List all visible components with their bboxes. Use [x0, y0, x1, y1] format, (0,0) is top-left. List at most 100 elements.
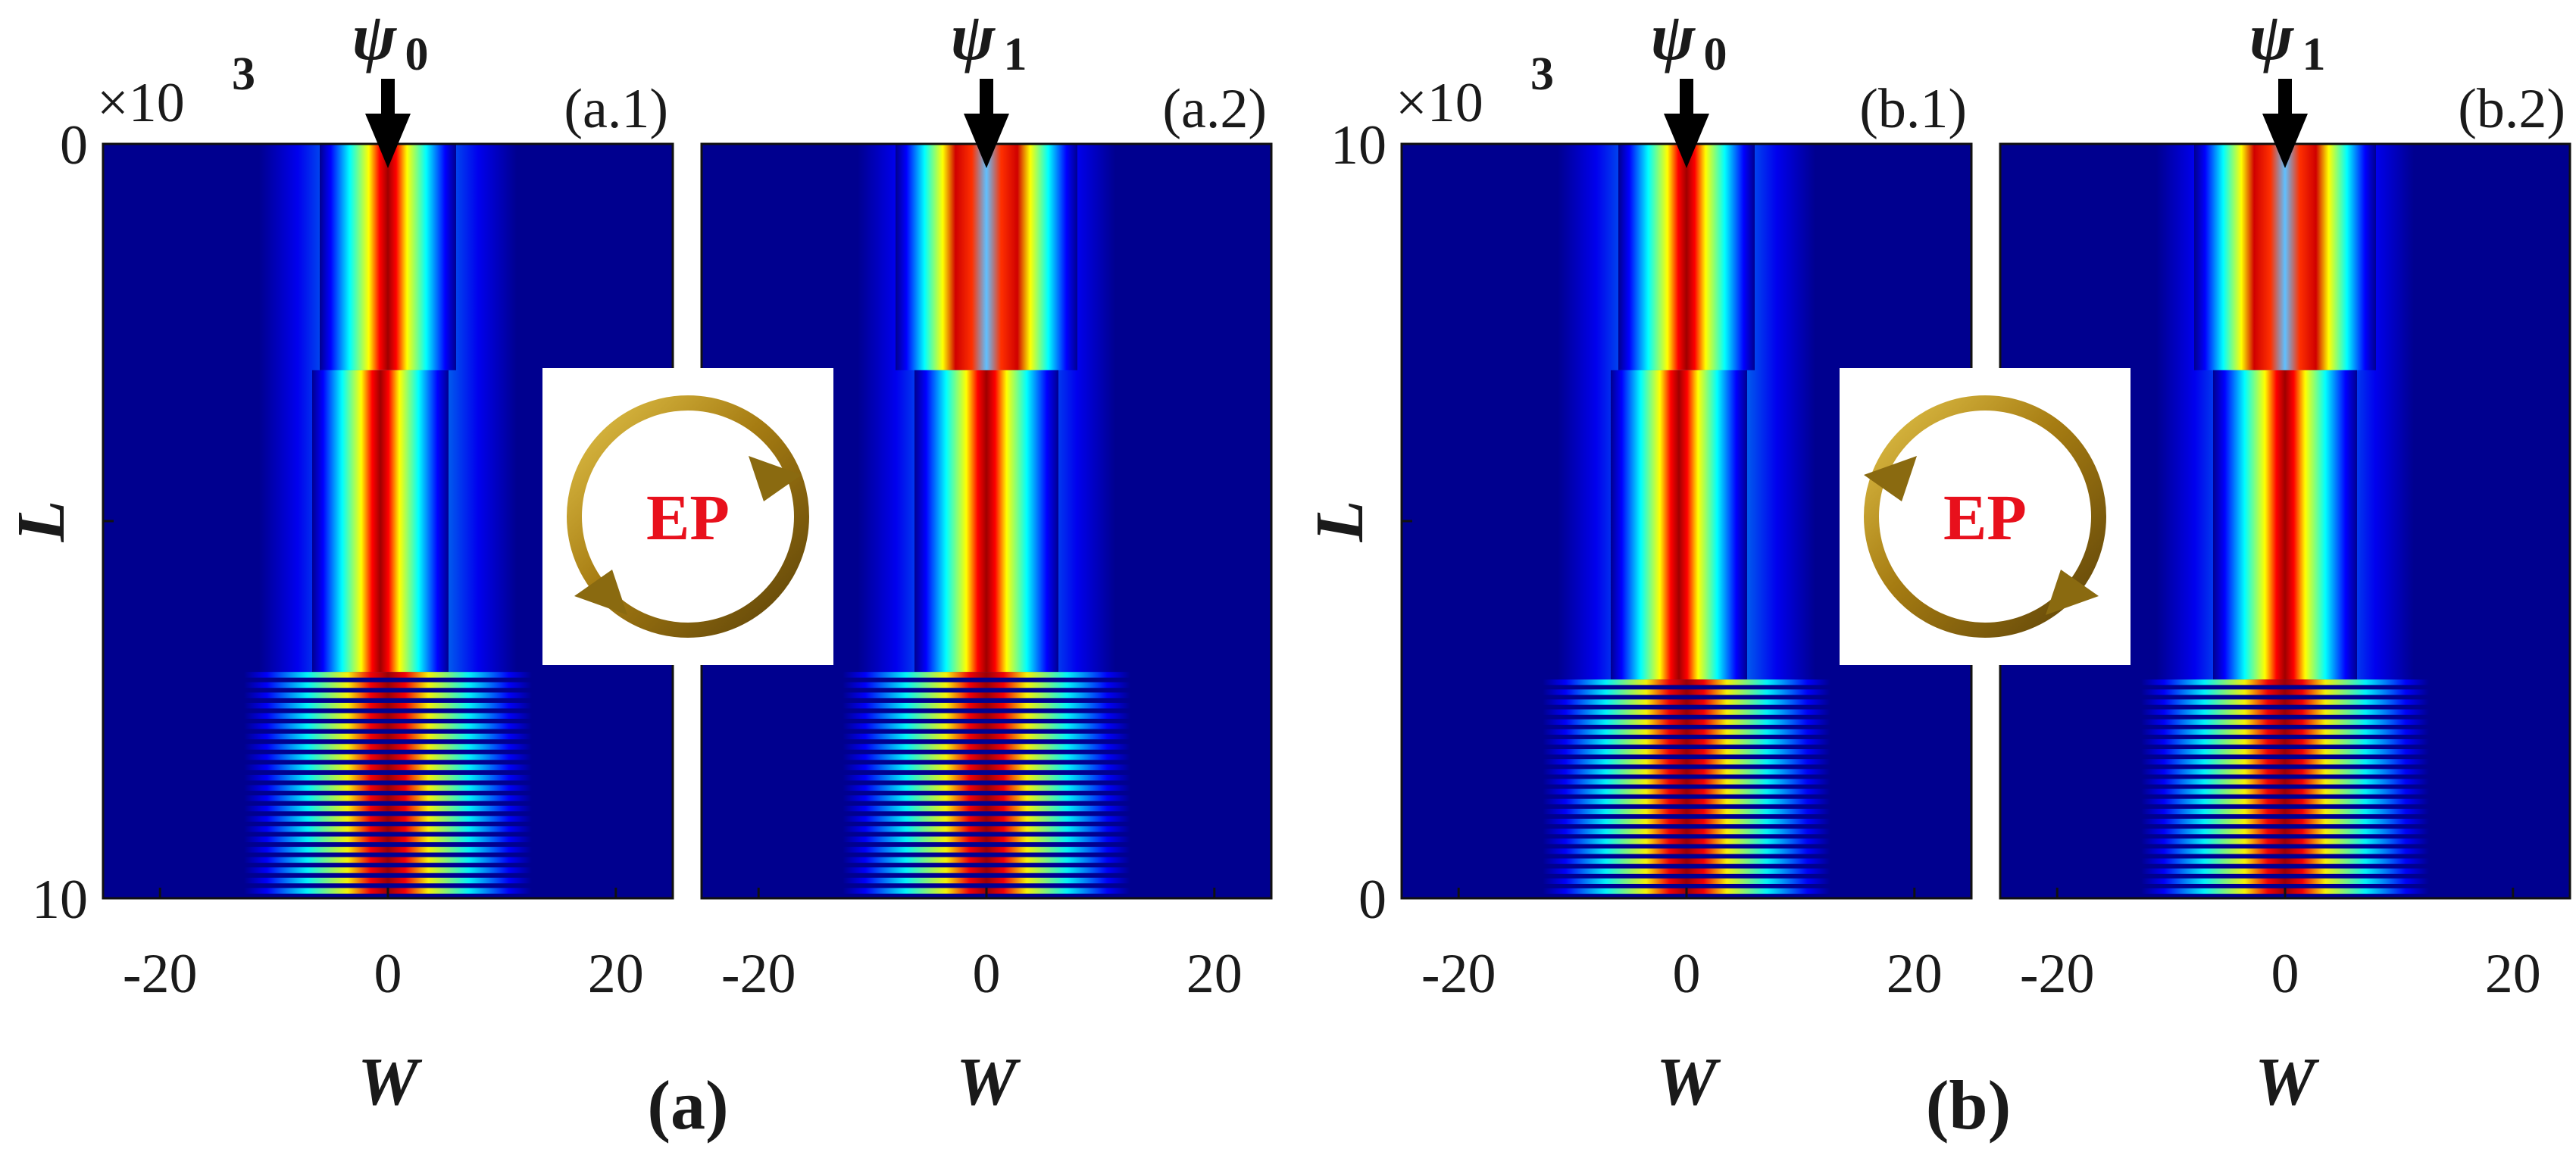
fringe-stripe	[244, 775, 532, 781]
mode-profile-psi1	[2194, 144, 2376, 370]
fringe-stripe	[2141, 808, 2429, 815]
fringe-stripe	[1543, 818, 1830, 825]
ep-inset-box	[542, 368, 833, 665]
input-mode-label: ψ	[1651, 1, 1696, 74]
fringe-stripe	[2141, 749, 2429, 755]
fringe-stripe	[244, 805, 532, 812]
fringe-stripe	[1543, 829, 1830, 835]
mode-profile-shifted	[312, 370, 449, 673]
input-mode-subscript: 0	[405, 29, 429, 80]
fringe-stripe	[2141, 858, 2429, 864]
y-axis-group-a: 0 10 ×10 3 L (a) EP	[4, 48, 833, 1144]
fringe-stripe	[843, 847, 1130, 853]
y-tick-label-top: 0	[60, 114, 88, 176]
fringe-stripe	[843, 775, 1130, 781]
fringe-stripe	[1543, 699, 1830, 705]
fringe-stripe	[843, 805, 1130, 812]
fringe-stripe	[843, 795, 1130, 801]
fringe-stripe	[1543, 729, 1830, 735]
x-tick-label: 0	[973, 943, 1001, 1005]
fringe-stripe	[843, 764, 1130, 770]
loop-arrow-icon	[1864, 456, 1917, 501]
ep-inset: EP	[1840, 368, 2131, 665]
fringe-stripe	[843, 857, 1130, 863]
input-mode-subscript: 1	[1004, 29, 1027, 80]
fringe-stripe	[2141, 709, 2429, 715]
x-tick-label: 0	[2271, 943, 2299, 1005]
fringe-stripe	[244, 702, 532, 709]
fringe-stripe	[843, 713, 1130, 719]
x-tick-label: 0	[1673, 943, 1701, 1005]
fringe-stripe	[843, 702, 1130, 709]
fringe-stripe	[843, 877, 1130, 884]
fringe-stripe	[2141, 878, 2429, 884]
fringe-stripe	[244, 682, 532, 688]
input-arrow-shaft	[2278, 79, 2292, 118]
fringe-stripe	[1543, 808, 1830, 815]
fringe-stripe	[1543, 858, 1830, 864]
fringe-stripe	[843, 867, 1130, 873]
heatmap-panel-b1: -20 0 20(b.1)ψ 0W	[1400, 1, 1973, 1119]
fringe-stripe	[244, 785, 532, 791]
x-tick-label: 20	[1887, 943, 1943, 1005]
y-axis-label: L	[1302, 501, 1377, 543]
panel-label: (a.1)	[564, 78, 668, 140]
y-tick-label-bottom: 10	[32, 869, 88, 931]
fringe-stripe	[244, 867, 532, 873]
ep-inset: EP	[542, 368, 833, 665]
mode-profile-merged	[2213, 370, 2357, 680]
fringe-stripe	[244, 723, 532, 729]
input-mode-subscript: 0	[1704, 29, 1727, 80]
fringe-stripe	[2141, 818, 2429, 825]
fringe-stripe	[843, 692, 1130, 698]
fringe-stripe	[244, 826, 532, 832]
fringe-stripe	[2141, 719, 2429, 725]
fringe-stripe	[1543, 868, 1830, 874]
mode-profile-psi0	[1618, 144, 1755, 370]
loop-arrow-icon	[2046, 570, 2099, 615]
fringe-stripe	[1543, 838, 1830, 844]
fringe-stripe	[843, 836, 1130, 842]
fringe-stripe	[244, 744, 532, 750]
input-mode-label: ψ	[951, 1, 996, 74]
loop-ring	[567, 395, 809, 638]
fringe-stripe	[244, 672, 532, 678]
fringe-stripe	[244, 857, 532, 863]
fringe-stripe	[2141, 769, 2429, 775]
fringe-stripe	[843, 754, 1130, 760]
panel-label: (b.2)	[2458, 78, 2565, 140]
ep-inset-box	[1840, 368, 2131, 665]
fringe-stripe	[2141, 779, 2429, 785]
input-arrow-icon	[365, 114, 411, 168]
input-arrow-shaft	[1680, 79, 1693, 118]
fringe-stripe	[843, 826, 1130, 832]
fringe-stripe	[2141, 848, 2429, 854]
fringe-stripe	[2141, 689, 2429, 695]
fringe-stripe	[2141, 829, 2429, 835]
fringe-stripe	[2141, 788, 2429, 795]
fringe-stripe	[1543, 788, 1830, 795]
fringe-stripe	[843, 744, 1130, 750]
x-tick-label: 20	[2485, 943, 2541, 1005]
y-axis-label: L	[4, 501, 79, 543]
fringe-stripe	[1543, 749, 1830, 755]
fringe-stripe	[1543, 769, 1830, 775]
fringe-stripe	[2141, 798, 2429, 804]
fringe-stripe	[244, 733, 532, 740]
fringe-stripe	[2141, 729, 2429, 735]
fringe-stripe	[244, 713, 532, 719]
input-mode-label: ψ	[2249, 1, 2295, 74]
mode-profile-psi1	[896, 144, 1077, 370]
y-axis-group-b: 10 0 ×10 3 L (b) EP	[1302, 48, 2131, 1144]
fringe-stripe	[843, 723, 1130, 729]
x-axis-label: W	[358, 1044, 423, 1119]
y-multiplier-exponent: 3	[232, 48, 255, 100]
fringe-stripe	[244, 847, 532, 853]
panel-label: (a.2)	[1162, 78, 1267, 140]
x-tick-label: 20	[1186, 943, 1243, 1005]
fringe-stripe	[1543, 679, 1830, 685]
y-tick-label-top: 10	[1330, 114, 1386, 176]
input-arrow-shaft	[381, 79, 395, 118]
y-multiplier-exponent: 3	[1530, 48, 1554, 100]
